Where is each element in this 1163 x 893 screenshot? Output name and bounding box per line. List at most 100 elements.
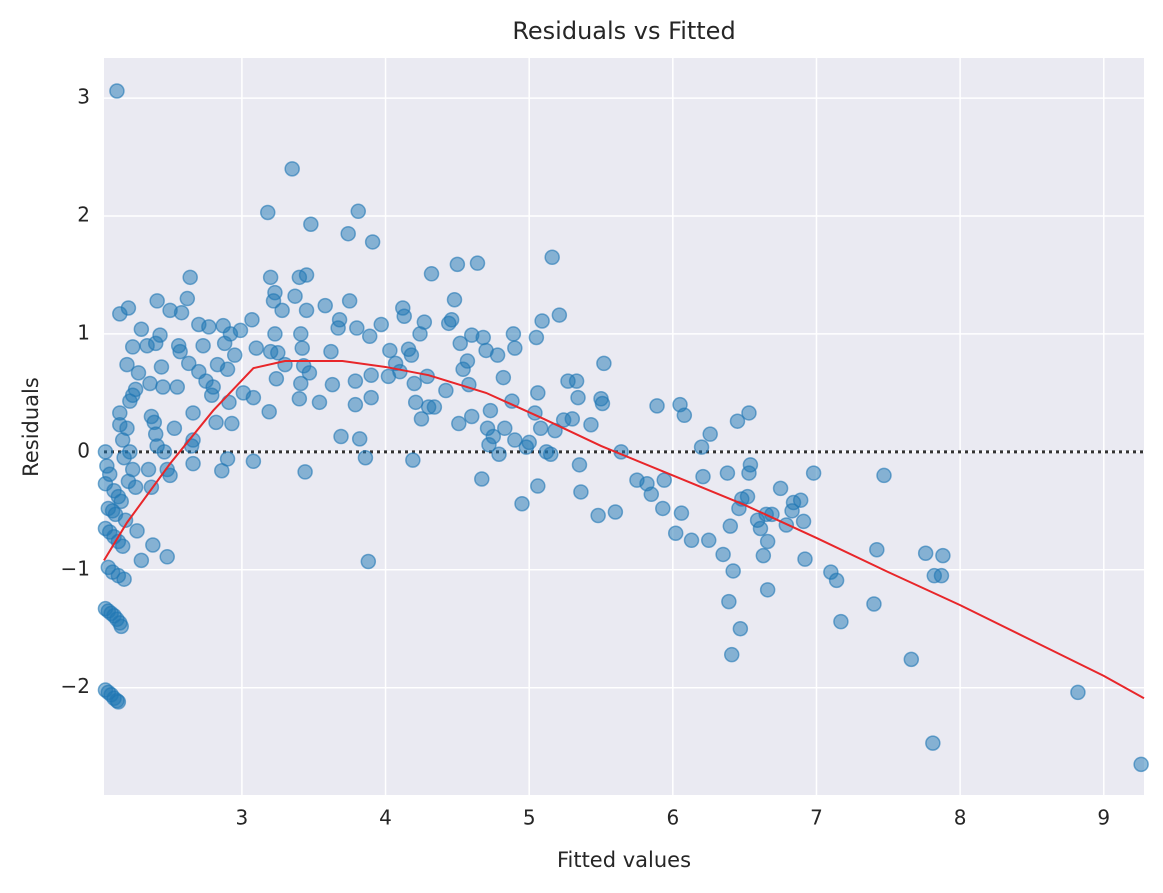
point bbox=[482, 402, 499, 419]
point bbox=[463, 408, 480, 425]
point bbox=[542, 446, 559, 462]
point bbox=[649, 398, 665, 414]
point bbox=[219, 451, 236, 467]
point bbox=[119, 356, 135, 373]
point bbox=[459, 353, 476, 369]
point bbox=[113, 493, 129, 510]
point bbox=[268, 370, 285, 387]
point bbox=[277, 356, 293, 373]
point bbox=[521, 434, 537, 451]
point bbox=[301, 365, 318, 381]
point bbox=[583, 416, 599, 433]
point bbox=[693, 439, 710, 455]
point bbox=[741, 405, 757, 421]
point bbox=[449, 256, 466, 273]
point bbox=[514, 495, 530, 512]
point bbox=[828, 572, 845, 589]
point bbox=[166, 420, 183, 437]
point bbox=[361, 328, 378, 345]
point bbox=[162, 467, 178, 484]
point bbox=[179, 290, 196, 307]
point bbox=[116, 571, 132, 587]
point bbox=[416, 314, 433, 330]
point bbox=[719, 465, 736, 481]
chart-title: Residuals vs Fitted bbox=[512, 17, 735, 45]
point bbox=[262, 269, 279, 286]
point bbox=[226, 347, 243, 363]
point bbox=[183, 438, 200, 454]
point bbox=[142, 375, 158, 392]
point bbox=[392, 363, 408, 380]
point bbox=[452, 335, 468, 352]
point bbox=[149, 293, 165, 309]
point bbox=[347, 373, 364, 389]
point bbox=[795, 513, 812, 530]
point bbox=[532, 420, 549, 437]
point bbox=[759, 533, 776, 550]
x-axis-label: Fitted values bbox=[557, 848, 691, 872]
point bbox=[291, 391, 308, 407]
point bbox=[544, 249, 560, 266]
y-tick-label: 1 bbox=[77, 320, 90, 344]
point bbox=[317, 297, 333, 314]
y-tick-label: 2 bbox=[77, 203, 90, 227]
point bbox=[360, 553, 377, 570]
point bbox=[406, 375, 423, 392]
point bbox=[407, 394, 424, 411]
x-tick-label: 4 bbox=[379, 806, 392, 830]
point bbox=[596, 355, 612, 372]
point bbox=[298, 267, 315, 283]
point bbox=[110, 694, 127, 710]
point bbox=[701, 532, 717, 549]
point bbox=[530, 478, 546, 494]
point bbox=[341, 293, 358, 309]
point bbox=[173, 304, 190, 321]
point bbox=[903, 651, 920, 668]
point bbox=[590, 507, 606, 524]
point bbox=[185, 405, 201, 421]
point bbox=[331, 312, 348, 328]
point bbox=[382, 342, 398, 359]
point bbox=[133, 321, 150, 337]
point bbox=[127, 381, 144, 398]
point bbox=[917, 545, 934, 562]
point bbox=[267, 284, 283, 301]
point bbox=[729, 413, 746, 429]
point bbox=[298, 302, 315, 319]
point bbox=[169, 379, 186, 395]
point bbox=[413, 411, 430, 427]
point bbox=[742, 457, 759, 473]
point bbox=[350, 203, 367, 220]
point bbox=[219, 361, 236, 378]
point bbox=[347, 396, 364, 413]
point bbox=[571, 457, 588, 473]
x-tick-label: 3 bbox=[236, 806, 249, 830]
point bbox=[469, 255, 486, 271]
point bbox=[451, 415, 467, 432]
point bbox=[185, 455, 201, 472]
point bbox=[113, 618, 129, 635]
point bbox=[925, 735, 941, 751]
point bbox=[396, 308, 412, 324]
point bbox=[274, 302, 290, 319]
point bbox=[833, 613, 849, 630]
plot-background bbox=[104, 58, 1144, 795]
point bbox=[423, 266, 440, 282]
point bbox=[528, 329, 545, 346]
point bbox=[260, 204, 276, 221]
point bbox=[293, 375, 309, 392]
point bbox=[759, 582, 776, 598]
point bbox=[205, 379, 221, 395]
point bbox=[364, 234, 381, 250]
y-tick-label: −2 bbox=[61, 674, 90, 698]
point bbox=[752, 520, 769, 537]
point bbox=[702, 426, 718, 442]
point bbox=[294, 340, 310, 356]
point bbox=[495, 369, 512, 386]
point bbox=[732, 620, 749, 637]
point bbox=[155, 379, 171, 395]
point bbox=[120, 300, 137, 316]
point bbox=[530, 385, 546, 401]
point bbox=[129, 523, 145, 539]
